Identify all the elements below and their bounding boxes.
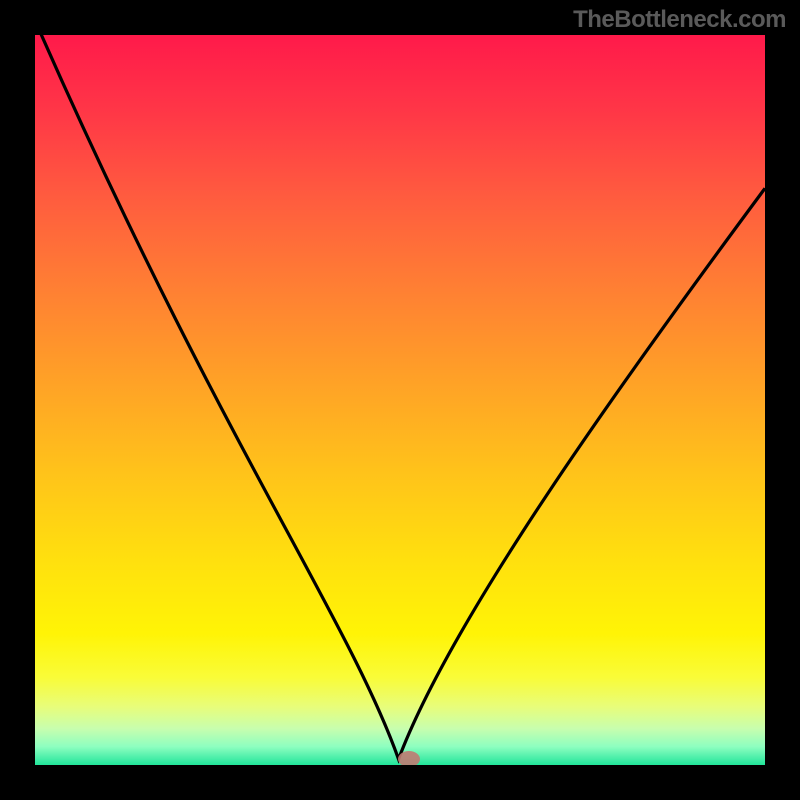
bottleneck-curve — [35, 35, 765, 765]
plot-area — [35, 35, 765, 765]
curve-path — [35, 35, 765, 759]
vertex-marker — [398, 751, 420, 765]
watermark-text: TheBottleneck.com — [573, 6, 786, 34]
